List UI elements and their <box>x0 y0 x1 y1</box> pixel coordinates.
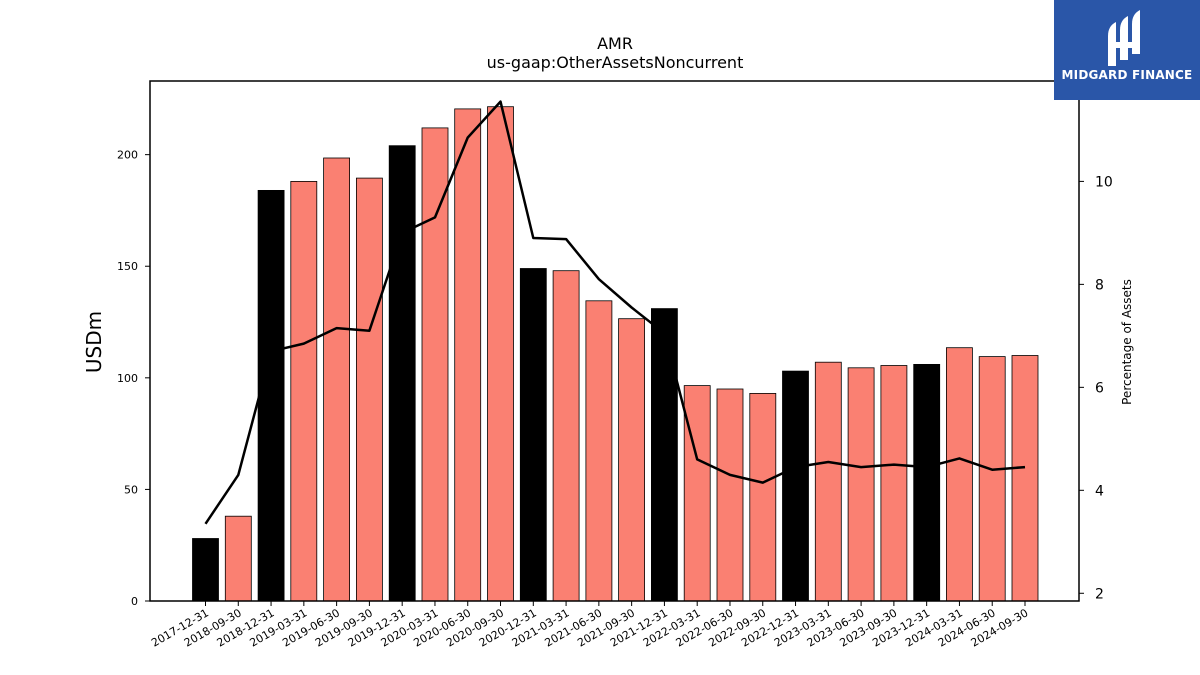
y2-tick-label: 8 <box>1095 277 1104 293</box>
bar <box>618 318 645 602</box>
bar <box>355 177 383 602</box>
bar <box>651 308 678 602</box>
bar <box>290 180 318 602</box>
y2-tick-label: 6 <box>1095 380 1104 396</box>
chart-title: AMR <box>597 34 633 53</box>
bar <box>388 145 416 602</box>
y-tick-label: 200 <box>117 149 138 162</box>
bar <box>847 367 875 602</box>
y2-tick-label: 10 <box>1095 174 1113 190</box>
bar <box>782 370 809 602</box>
y-tick-label: 50 <box>124 483 138 496</box>
bar <box>913 363 941 602</box>
bar <box>487 106 514 602</box>
bar <box>716 388 744 602</box>
percentage-line <box>204 100 1026 525</box>
bar <box>880 365 908 602</box>
plot-frame <box>149 80 1080 602</box>
bar <box>421 127 449 602</box>
bar <box>454 108 482 602</box>
bar <box>224 515 252 602</box>
bar <box>749 392 777 602</box>
bar <box>1011 355 1039 602</box>
y-tick-label: 0 <box>131 595 138 608</box>
line-group <box>204 100 1026 525</box>
chart-subtitle: us-gaap:OtherAssetsNoncurrent <box>487 53 744 72</box>
bar <box>814 361 842 602</box>
bar <box>192 538 219 602</box>
logo-text: MIDGARD FINANCE <box>1061 68 1193 82</box>
bar <box>585 300 613 602</box>
logo: MIDGARD FINANCE <box>1054 0 1200 100</box>
bar <box>946 347 973 602</box>
bar <box>257 189 285 602</box>
y2-tick-label: 4 <box>1095 483 1104 499</box>
bar <box>978 356 1006 602</box>
bar <box>552 270 580 602</box>
y2-axis-label: Percentage of Assets <box>1120 279 1134 405</box>
y2-tick-label: 2 <box>1095 586 1104 602</box>
midgard-logo-icon <box>1108 10 1140 66</box>
y-axis-label: USDm <box>82 311 106 373</box>
y-tick-label: 150 <box>117 260 138 273</box>
bar <box>323 157 351 602</box>
bars-group <box>192 106 1039 602</box>
y-tick-label: 100 <box>117 372 138 385</box>
bar <box>519 268 547 602</box>
bar <box>683 385 711 602</box>
